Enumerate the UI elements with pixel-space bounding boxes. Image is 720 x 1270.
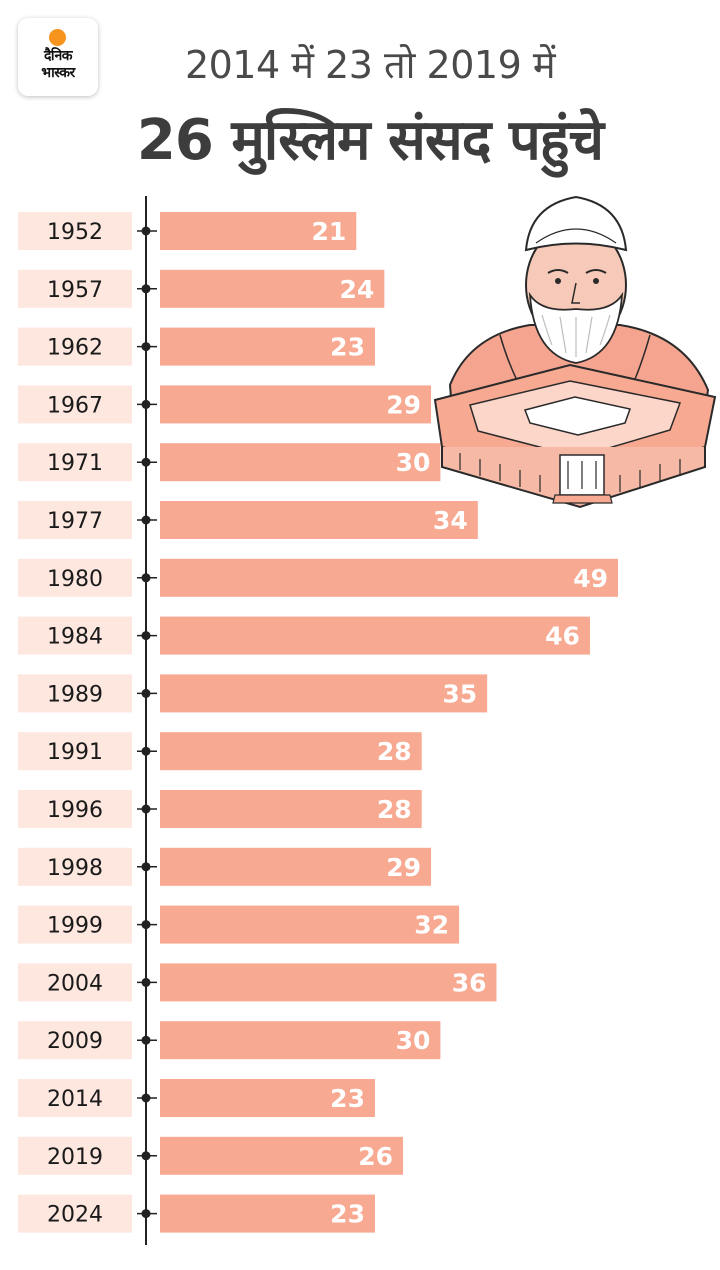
bar [160, 616, 590, 655]
axis-dot [141, 1093, 151, 1103]
bar-value-label: 34 [433, 506, 468, 535]
year-label-box [18, 385, 132, 424]
bar [160, 732, 422, 771]
axis-dot [141, 804, 151, 814]
page-title-line2: 26 मुस्लिम संसद पहुंचे [136, 108, 604, 173]
year-label-box [18, 790, 132, 828]
bar-value-label: 29 [386, 853, 421, 882]
bar [160, 1136, 404, 1175]
bar [160, 1021, 441, 1060]
axis-dot [141, 284, 151, 294]
year-label: 2014 [47, 1087, 103, 1112]
year-label-box [18, 847, 132, 886]
axis-dot [141, 457, 151, 467]
bar-value-label: 26 [358, 1142, 393, 1171]
bar [160, 501, 478, 539]
axis-dot [141, 920, 151, 930]
year-label-box [18, 616, 132, 655]
axis-dot [141, 226, 151, 236]
year-label: 1971 [47, 451, 103, 476]
logo-text: दैनिक भास्कर [41, 48, 75, 81]
axis-dot [141, 1035, 151, 1045]
axis-dot [141, 399, 151, 409]
year-label: 1996 [47, 798, 103, 823]
bar [160, 674, 488, 713]
year-label: 1952 [47, 220, 103, 245]
bar [160, 385, 432, 424]
year-label: 1989 [47, 682, 103, 707]
year-label-box [18, 443, 132, 482]
year-label: 2024 [47, 1203, 103, 1228]
bar [160, 558, 618, 597]
bar-value-label: 30 [396, 448, 431, 477]
bar-value-label: 23 [330, 1200, 365, 1229]
year-label-box [18, 963, 132, 1002]
year-label-box [18, 674, 132, 713]
axis-dot [141, 342, 151, 352]
bar-value-label: 23 [330, 1084, 365, 1113]
bar [160, 905, 460, 944]
year-label-box [18, 1194, 132, 1233]
year-label: 1977 [47, 509, 103, 534]
axis-dot [141, 688, 151, 698]
year-label: 1967 [47, 393, 103, 418]
bar-value-label: 28 [377, 737, 412, 766]
year-label: 1991 [47, 740, 103, 765]
bar [160, 1194, 375, 1233]
axis-dot [141, 1151, 151, 1161]
bar [160, 327, 375, 366]
year-label-box [18, 327, 132, 366]
bar-value-label: 28 [377, 795, 412, 824]
bar [160, 443, 441, 482]
bar-value-label: 29 [386, 390, 421, 419]
year-label-box [18, 1021, 132, 1060]
axis-dot [141, 746, 151, 756]
bar-value-label: 35 [442, 679, 477, 708]
bar-value-label: 36 [452, 968, 487, 997]
axis-dot [141, 515, 151, 525]
bar-value-label: 24 [340, 275, 375, 304]
axis-dot [141, 862, 151, 872]
year-label-box [18, 1136, 132, 1175]
bar-value-label: 32 [414, 911, 449, 940]
year-label: 2004 [47, 971, 103, 996]
bar-value-label: 49 [573, 564, 608, 593]
bar [160, 790, 422, 828]
year-label-box [18, 269, 132, 308]
year-label: 1998 [47, 856, 103, 881]
year-label: 1999 [47, 914, 103, 939]
page-title-line1: 2014 में 23 तो 2019 में [184, 43, 556, 87]
year-label: 2009 [47, 1029, 103, 1054]
year-label-box [18, 558, 132, 597]
year-label-box [18, 905, 132, 944]
parliament-with-leader-bust-illustration [433, 195, 717, 509]
bar-value-label: 23 [330, 333, 365, 362]
bar [160, 847, 432, 886]
brand-logo: दैनिक भास्कर [18, 18, 98, 96]
year-label: 1957 [47, 278, 103, 303]
year-label-box [18, 1079, 132, 1117]
year-label: 1980 [47, 567, 103, 592]
year-label: 2019 [47, 1145, 103, 1170]
bar [160, 963, 497, 1002]
bar [160, 212, 357, 250]
bar-value-label: 30 [396, 1026, 431, 1055]
year-label-box [18, 212, 132, 250]
logo-sun-icon [49, 29, 66, 46]
bar [160, 269, 385, 308]
year-label: 1984 [47, 625, 103, 650]
axis-dot [141, 573, 151, 583]
bar [160, 1079, 375, 1117]
bar-value-label: 46 [545, 622, 580, 651]
year-label-box [18, 501, 132, 539]
axis-dot [141, 631, 151, 641]
axis-dot [141, 1209, 151, 1219]
bar-value-label: 21 [311, 217, 346, 246]
year-label: 1962 [47, 336, 103, 361]
year-label-box [18, 732, 132, 771]
axis-dot [141, 977, 151, 987]
